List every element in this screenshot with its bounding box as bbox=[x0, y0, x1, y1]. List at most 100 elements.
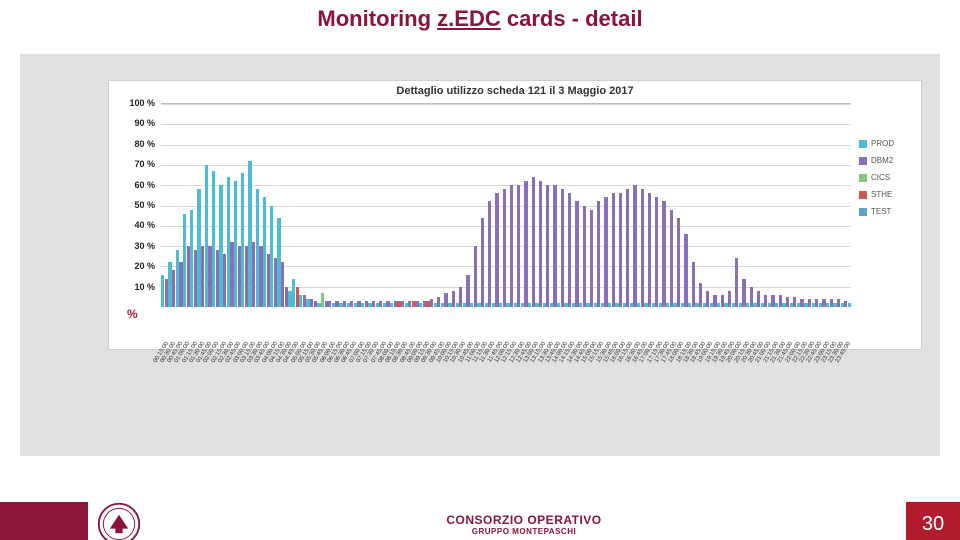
bar-group bbox=[822, 104, 829, 307]
bar bbox=[713, 295, 716, 307]
bar-group bbox=[255, 104, 262, 307]
bar bbox=[474, 246, 477, 307]
bar bbox=[771, 295, 774, 307]
bar-group bbox=[539, 104, 546, 307]
bar-group bbox=[481, 104, 488, 307]
bar-group bbox=[372, 104, 379, 307]
bar-group bbox=[735, 104, 742, 307]
bar bbox=[510, 185, 513, 307]
bar bbox=[263, 197, 266, 307]
bar bbox=[285, 287, 288, 307]
bar-group bbox=[728, 104, 735, 307]
brand-block: CONSORZIO OPERATIVO GRUPPO MONTEPASCHI bbox=[446, 513, 601, 536]
bar-group bbox=[197, 104, 204, 307]
bar bbox=[481, 218, 484, 307]
legend-item: STHE bbox=[859, 190, 917, 199]
plot-area bbox=[161, 103, 851, 307]
bar bbox=[830, 299, 833, 307]
legend-label: TEST bbox=[871, 207, 891, 216]
bar-group bbox=[699, 104, 706, 307]
bar-group bbox=[691, 104, 698, 307]
bar-group bbox=[582, 104, 589, 307]
legend-item: DBM2 bbox=[859, 156, 917, 165]
bar bbox=[459, 287, 462, 307]
bar bbox=[430, 299, 433, 307]
bar-group bbox=[829, 104, 836, 307]
bar-group bbox=[532, 104, 539, 307]
bar bbox=[706, 291, 709, 307]
legend: PRODDBM2CICSSTHETEST bbox=[859, 131, 917, 224]
bar bbox=[684, 234, 687, 307]
bar bbox=[241, 173, 244, 307]
bar bbox=[800, 299, 803, 307]
bar bbox=[488, 201, 491, 307]
bar-group bbox=[793, 104, 800, 307]
bar-group bbox=[808, 104, 815, 307]
bar-group bbox=[401, 104, 408, 307]
bar bbox=[815, 299, 818, 307]
bar-group bbox=[190, 104, 197, 307]
bar-group bbox=[241, 104, 248, 307]
bar bbox=[568, 193, 571, 307]
bar bbox=[662, 201, 665, 307]
title-prefix: Monitoring bbox=[317, 6, 437, 31]
legend-swatch bbox=[859, 174, 867, 182]
bar bbox=[822, 299, 825, 307]
bar-group bbox=[452, 104, 459, 307]
bar bbox=[524, 181, 527, 307]
bar-group bbox=[183, 104, 190, 307]
legend-swatch bbox=[859, 140, 867, 148]
bar-group bbox=[350, 104, 357, 307]
bar bbox=[626, 189, 629, 307]
bar bbox=[335, 301, 338, 307]
bar bbox=[386, 301, 389, 307]
bar-group bbox=[568, 104, 575, 307]
bar bbox=[553, 185, 556, 307]
bar bbox=[590, 210, 593, 307]
bar-group bbox=[764, 104, 771, 307]
bar-group bbox=[394, 104, 401, 307]
bar bbox=[495, 193, 498, 307]
bar-group bbox=[386, 104, 393, 307]
bar bbox=[365, 301, 368, 307]
bar-group bbox=[597, 104, 604, 307]
legend-swatch bbox=[859, 191, 867, 199]
bar bbox=[503, 189, 506, 307]
bar bbox=[452, 291, 455, 307]
bar bbox=[256, 189, 259, 307]
slide: Monitoring z.EDC cards - detail Dettagli… bbox=[0, 6, 960, 540]
bar-group bbox=[379, 104, 386, 307]
bar bbox=[343, 301, 346, 307]
bar bbox=[314, 301, 317, 307]
bar-group bbox=[626, 104, 633, 307]
bar bbox=[619, 193, 622, 307]
seal-icon bbox=[96, 501, 142, 540]
bar bbox=[837, 299, 840, 307]
legend-swatch bbox=[859, 157, 867, 165]
bar bbox=[408, 301, 411, 307]
bar bbox=[786, 297, 789, 307]
bar-group bbox=[655, 104, 662, 307]
y-axis-unit: % bbox=[127, 307, 138, 321]
bar bbox=[394, 301, 397, 307]
bar-group bbox=[444, 104, 451, 307]
bar-group bbox=[684, 104, 691, 307]
title-suffix: cards - detail bbox=[501, 6, 643, 31]
legend-item: CICS bbox=[859, 173, 917, 182]
bar-group bbox=[168, 104, 175, 307]
bar bbox=[379, 301, 382, 307]
bar-group bbox=[502, 104, 509, 307]
bar bbox=[604, 197, 607, 307]
bar-group bbox=[815, 104, 822, 307]
bar-group bbox=[750, 104, 757, 307]
chart-title: Dettaglio utilizzo scheda 121 il 3 Maggi… bbox=[109, 81, 921, 99]
bar bbox=[641, 189, 644, 307]
bar bbox=[583, 206, 586, 308]
bar bbox=[699, 283, 702, 307]
x-axis-labels: 00:15:0000:30:0000:45:0001:00:0001:15:00… bbox=[161, 309, 851, 349]
bar bbox=[219, 185, 222, 307]
bar-group bbox=[212, 104, 219, 307]
footer: CONSORZIO OPERATIVO GRUPPO MONTEPASCHI 3… bbox=[0, 502, 960, 540]
bar-group bbox=[713, 104, 720, 307]
brand-line2: GRUPPO MONTEPASCHI bbox=[446, 527, 601, 536]
